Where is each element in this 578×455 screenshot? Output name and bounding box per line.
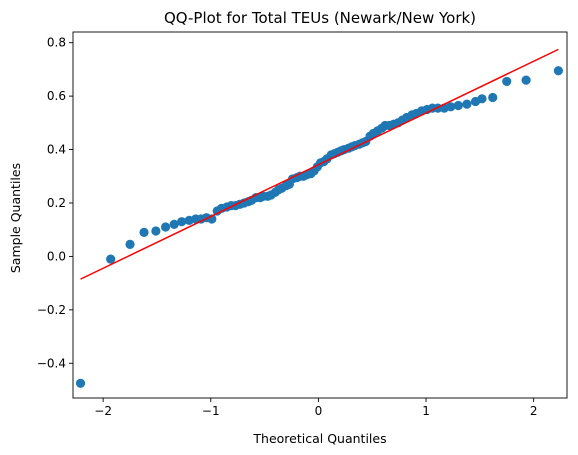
y-axis-label: Sample Quantiles — [8, 163, 23, 273]
x-axis-label: Theoretical Quantiles — [252, 431, 386, 446]
data-point — [177, 217, 187, 227]
data-point — [139, 227, 149, 237]
reference-line — [80, 48, 559, 280]
data-point — [446, 102, 456, 112]
data-point — [553, 66, 563, 76]
chart-title: QQ-Plot for Total TEUs (Newark/New York) — [164, 9, 476, 27]
y-tick-label: −0.2 — [37, 303, 66, 317]
x-tick-label: −1 — [202, 404, 220, 418]
y-tick-label: 0.4 — [47, 143, 66, 157]
plot-frame — [72, 31, 568, 399]
data-point — [151, 226, 161, 236]
plot-axes: −2 −1 0 1 2 −0.4 −0.2 0.0 0.2 0.4 0.6 0.8 — [37, 31, 568, 418]
data-point — [453, 100, 463, 111]
x-tick-label: 0 — [315, 404, 323, 418]
y-tick-label: 0.2 — [47, 196, 66, 210]
data-point — [521, 75, 531, 85]
y-tick-label: 0.0 — [47, 249, 66, 263]
data-point — [477, 94, 487, 104]
x-tick-label: 1 — [422, 404, 430, 418]
data-point — [488, 92, 498, 103]
data-point — [106, 254, 116, 264]
x-tick-label: −2 — [94, 404, 112, 418]
data-point — [502, 76, 512, 87]
y-tick-label: −0.4 — [37, 356, 66, 370]
data-point — [462, 99, 472, 109]
y-tick-label: 0.8 — [47, 36, 66, 50]
data-point — [160, 222, 171, 232]
data-point — [75, 378, 86, 388]
x-tick-label: 2 — [530, 404, 538, 418]
data-point — [125, 239, 135, 249]
y-tick-label: 0.6 — [47, 89, 66, 103]
data-point — [169, 219, 179, 229]
